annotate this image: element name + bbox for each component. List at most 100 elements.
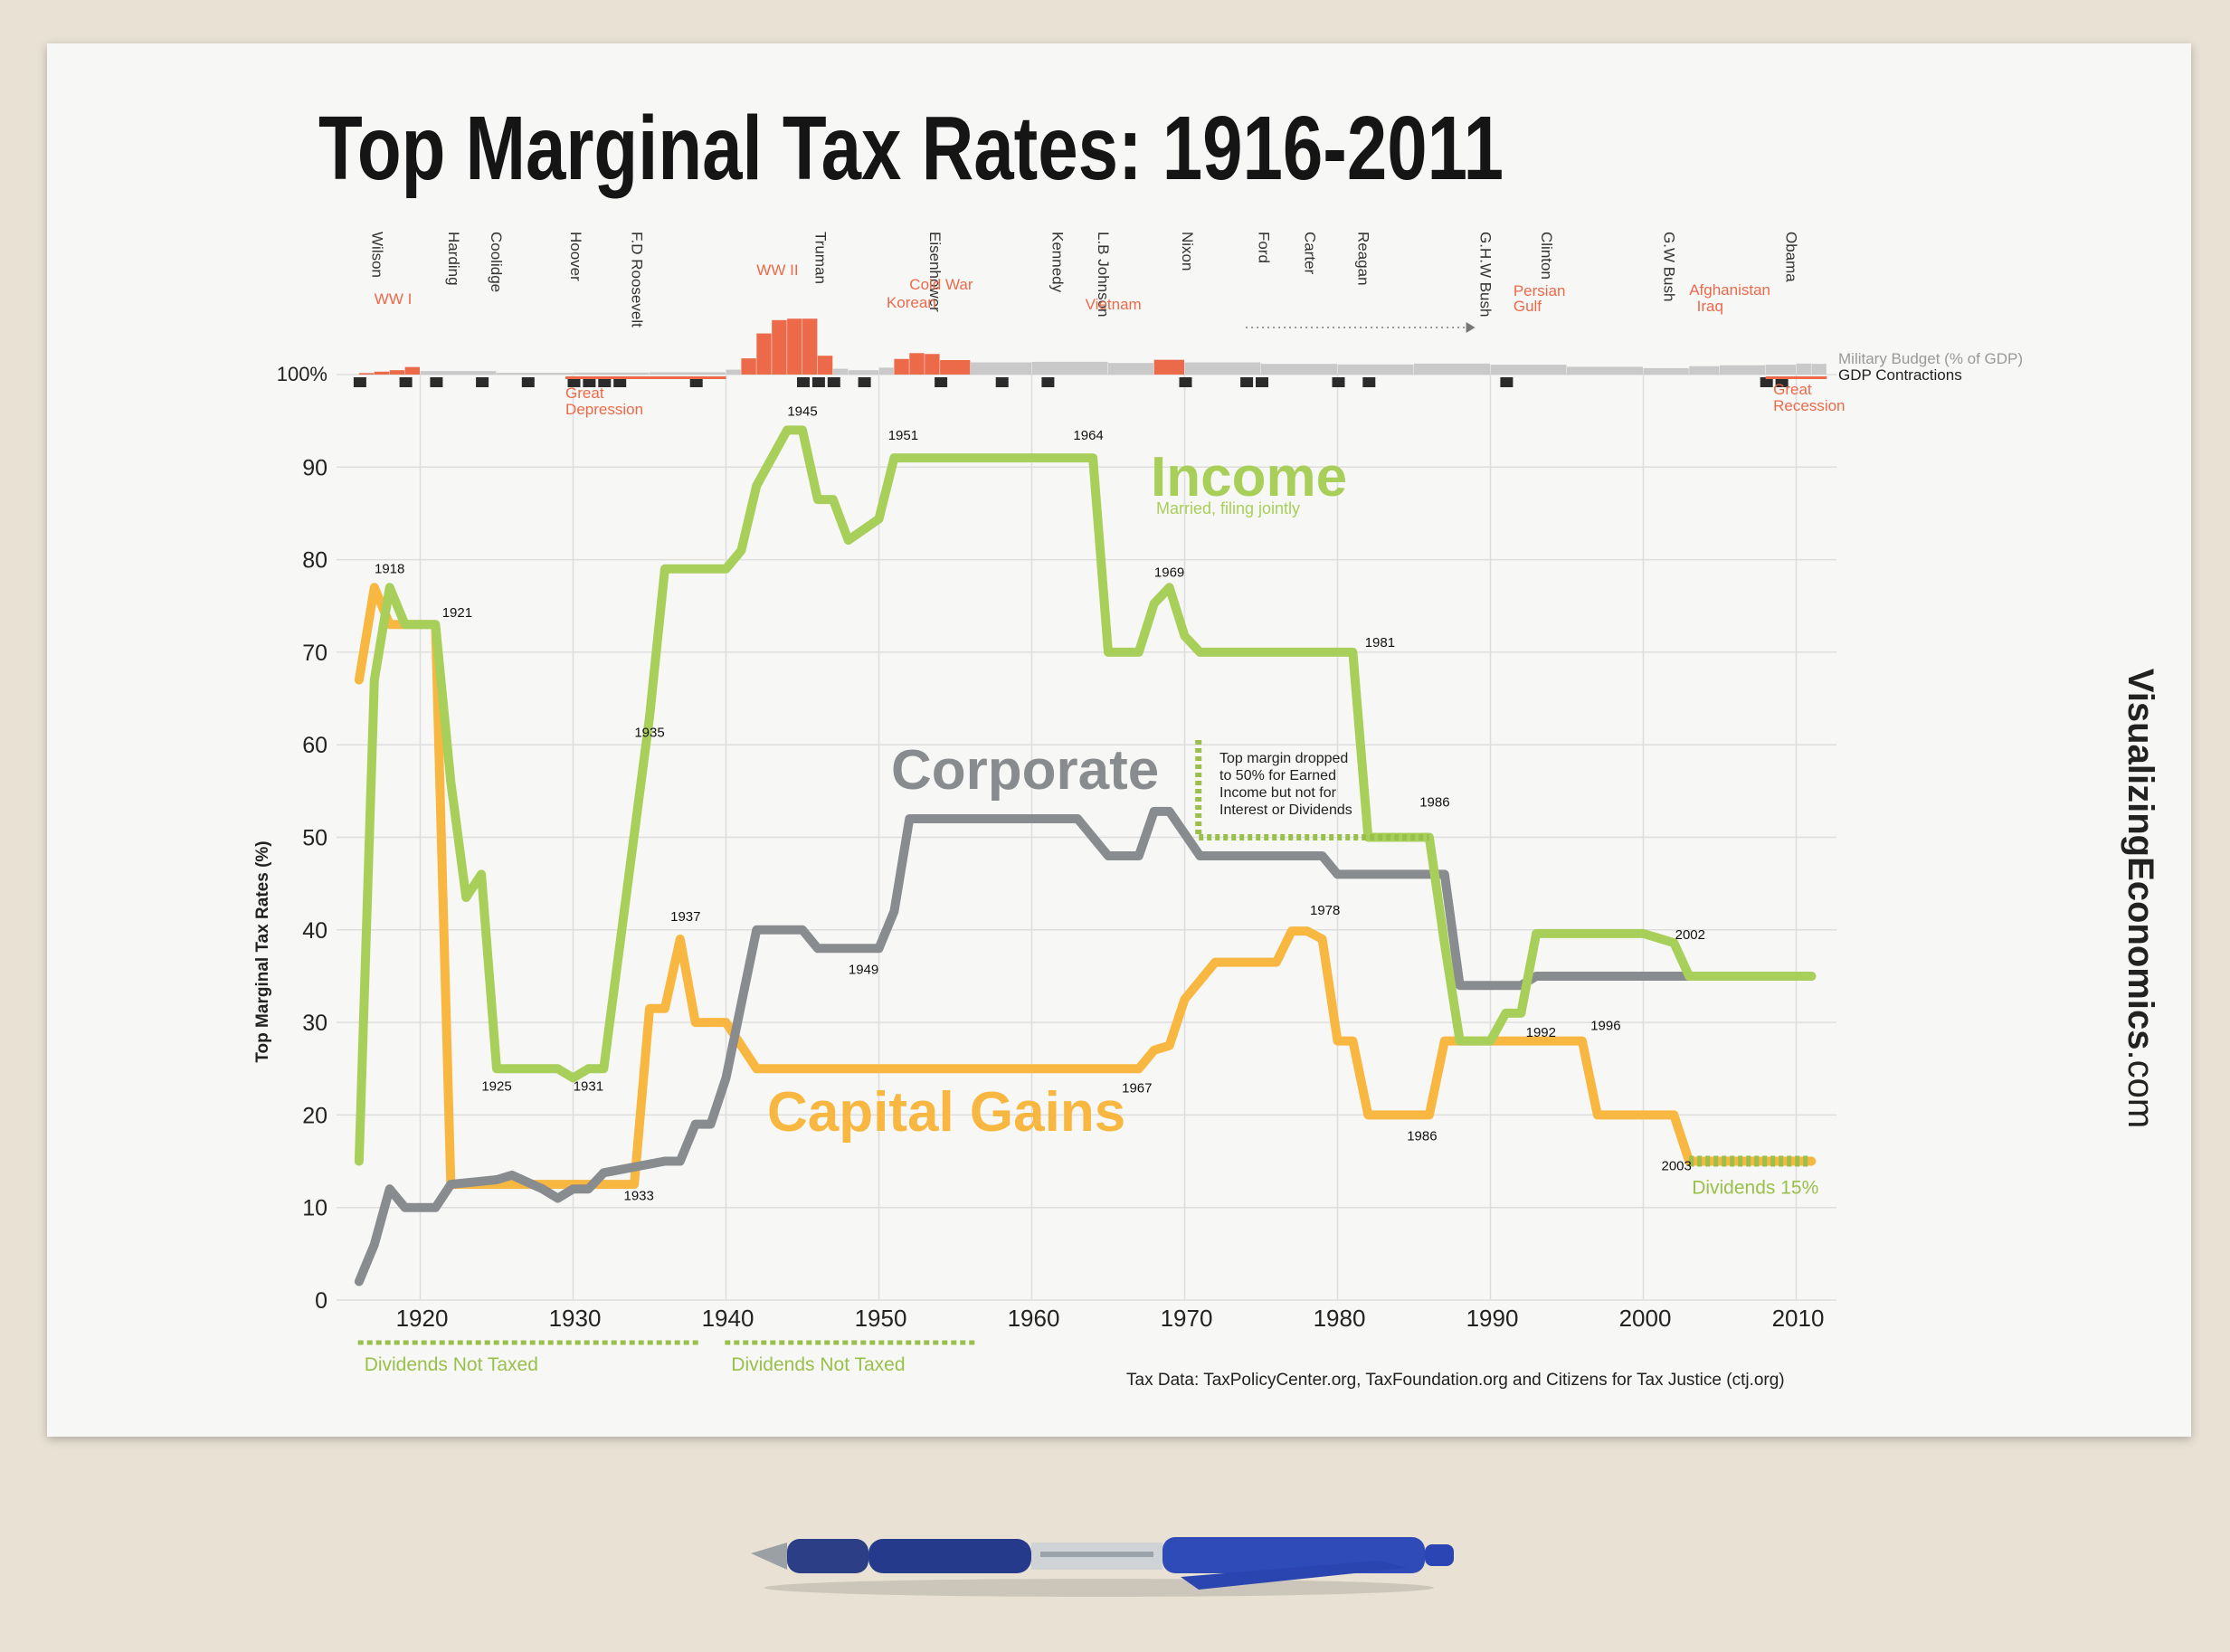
military-budget-legend: Military Budget (% of GDP) xyxy=(1838,350,2023,367)
note-text-line: Top margin dropped xyxy=(1219,751,1348,766)
military-budget-bar xyxy=(832,368,849,375)
y-tick-label: 30 xyxy=(302,1011,327,1036)
gdp-contraction-marker xyxy=(1332,377,1345,387)
military-budget-bar xyxy=(878,367,894,375)
note-text-line: to 50% for Earned xyxy=(1219,768,1336,783)
y-top-label: 100% xyxy=(277,363,327,385)
y-axis-title: Top Marginal Tax Rates (%) xyxy=(253,840,272,1062)
y-tick-label: 0 xyxy=(315,1288,327,1314)
pen-shadow xyxy=(764,1579,1434,1597)
gdp-contraction-marker xyxy=(811,377,825,387)
military-budget-bar xyxy=(1031,361,1108,375)
president-label: Reagan xyxy=(1354,232,1371,286)
y-tick-label: 90 xyxy=(302,455,327,480)
military-budget-bar xyxy=(802,318,818,375)
military-budget-bar xyxy=(756,333,772,375)
gdp-contraction-marker xyxy=(1256,377,1268,387)
military-budget-bar xyxy=(1414,363,1490,375)
president-label: Obama xyxy=(1783,232,1800,282)
capgains-series-label: Capital Gains xyxy=(767,1081,1125,1144)
depression-band xyxy=(565,376,726,379)
military-budget-bar xyxy=(358,373,375,375)
chart-title: Top Marginal Tax Rates: 1916-2011 xyxy=(318,98,1504,199)
x-tick-label: 2000 xyxy=(1619,1305,1672,1332)
military-budget-bar xyxy=(374,371,390,375)
y-tick-label: 60 xyxy=(302,733,327,758)
year-annotation: 1986 xyxy=(1407,1128,1437,1144)
arrow-head-icon xyxy=(1466,322,1476,333)
year-annotation: 1996 xyxy=(1590,1019,1620,1034)
gdp-contraction-marker xyxy=(1500,377,1514,387)
dividends-15-label: Dividends 15% xyxy=(1692,1178,1818,1199)
year-annotation: 1967 xyxy=(1122,1080,1152,1096)
source-note: Tax Data: TaxPolicyCenter.org, TaxFounda… xyxy=(1126,1371,1785,1390)
pen-tip xyxy=(751,1543,787,1570)
event-label: Depression xyxy=(565,401,643,418)
y-tick-label: 80 xyxy=(302,548,327,574)
military-budget-bar xyxy=(1643,367,1689,375)
military-budget-bar xyxy=(726,369,741,375)
military-budget-bar xyxy=(1720,365,1766,375)
military-budget-bar xyxy=(1689,366,1720,375)
gdp-contraction-marker xyxy=(689,377,703,387)
year-annotation: 1935 xyxy=(634,726,664,741)
recession-band xyxy=(1765,376,1827,379)
series-line xyxy=(354,806,1817,1286)
year-annotation: 1918 xyxy=(375,561,404,576)
military-budget-bar xyxy=(894,358,909,375)
gdp-contraction-marker xyxy=(827,377,840,387)
military-budget-bar xyxy=(787,318,802,375)
dividends-not-taxed-label: Dividends Not Taxed xyxy=(731,1354,905,1375)
military-budget-bar xyxy=(940,360,971,375)
president-label: Kennedy xyxy=(1049,232,1066,293)
year-annotation: 1933 xyxy=(624,1188,654,1203)
military-budget-bar xyxy=(1811,364,1827,375)
president-label: Harding xyxy=(445,232,462,286)
pen-grip xyxy=(868,1539,1031,1573)
gdp-contraction-marker xyxy=(858,377,871,387)
year-annotation: 1969 xyxy=(1154,565,1184,580)
gdp-contraction-marker xyxy=(1179,377,1192,387)
x-tick-label: 1970 xyxy=(1161,1305,1213,1332)
event-label: Recession xyxy=(1773,397,1845,414)
military-budget-bar xyxy=(389,370,405,375)
military-budget-bar xyxy=(1567,366,1643,375)
military-budget-bar xyxy=(848,370,878,375)
military-budget-bar xyxy=(650,372,726,375)
event-label: Korean xyxy=(887,294,936,311)
pen-refill xyxy=(1040,1552,1153,1557)
gdp-contraction-marker xyxy=(613,377,627,387)
chart-labels: Dividends Not Taxed Dividends Not Taxed Di… xyxy=(357,404,1818,1375)
gdp-contraction-marker xyxy=(1775,377,1789,387)
y-tick-label: 40 xyxy=(302,918,327,944)
year-annotation: 1945 xyxy=(787,404,817,419)
military-budget-bar xyxy=(1337,364,1414,375)
event-label: Afghanistan xyxy=(1689,281,1770,299)
series-lines xyxy=(354,425,1817,1286)
gdp-contraction-marker xyxy=(399,377,413,387)
president-label: Clinton xyxy=(1538,232,1555,280)
military-budget-bar xyxy=(970,362,1031,375)
corporate-series-label: Corporate xyxy=(891,739,1159,802)
president-label: Truman xyxy=(811,232,829,284)
military-budget-bar xyxy=(741,358,756,375)
gdp-contraction-marker xyxy=(476,377,489,387)
year-annotation: 2003 xyxy=(1662,1159,1692,1174)
gdp-contraction-marker xyxy=(353,377,366,387)
gdp-contraction-marker xyxy=(1760,377,1773,387)
event-label: Iraq xyxy=(1697,298,1723,315)
pen-button xyxy=(1425,1544,1454,1566)
year-annotation: 1978 xyxy=(1310,903,1340,918)
gdp-contraction-marker xyxy=(430,377,443,387)
military-budget-bar xyxy=(925,354,940,375)
event-label: Great xyxy=(565,385,604,402)
x-tick-label: 1960 xyxy=(1008,1305,1060,1332)
x-tick-label: 1920 xyxy=(396,1305,449,1332)
y-tick-label: 50 xyxy=(302,826,327,851)
event-label: Vietnam xyxy=(1086,296,1142,313)
year-annotation: 1951 xyxy=(888,428,918,443)
x-tick-label: 1930 xyxy=(549,1305,602,1332)
gdp-contraction-marker xyxy=(521,377,535,387)
y-tick-label: 10 xyxy=(302,1196,327,1221)
president-label: Nixon xyxy=(1179,232,1196,271)
